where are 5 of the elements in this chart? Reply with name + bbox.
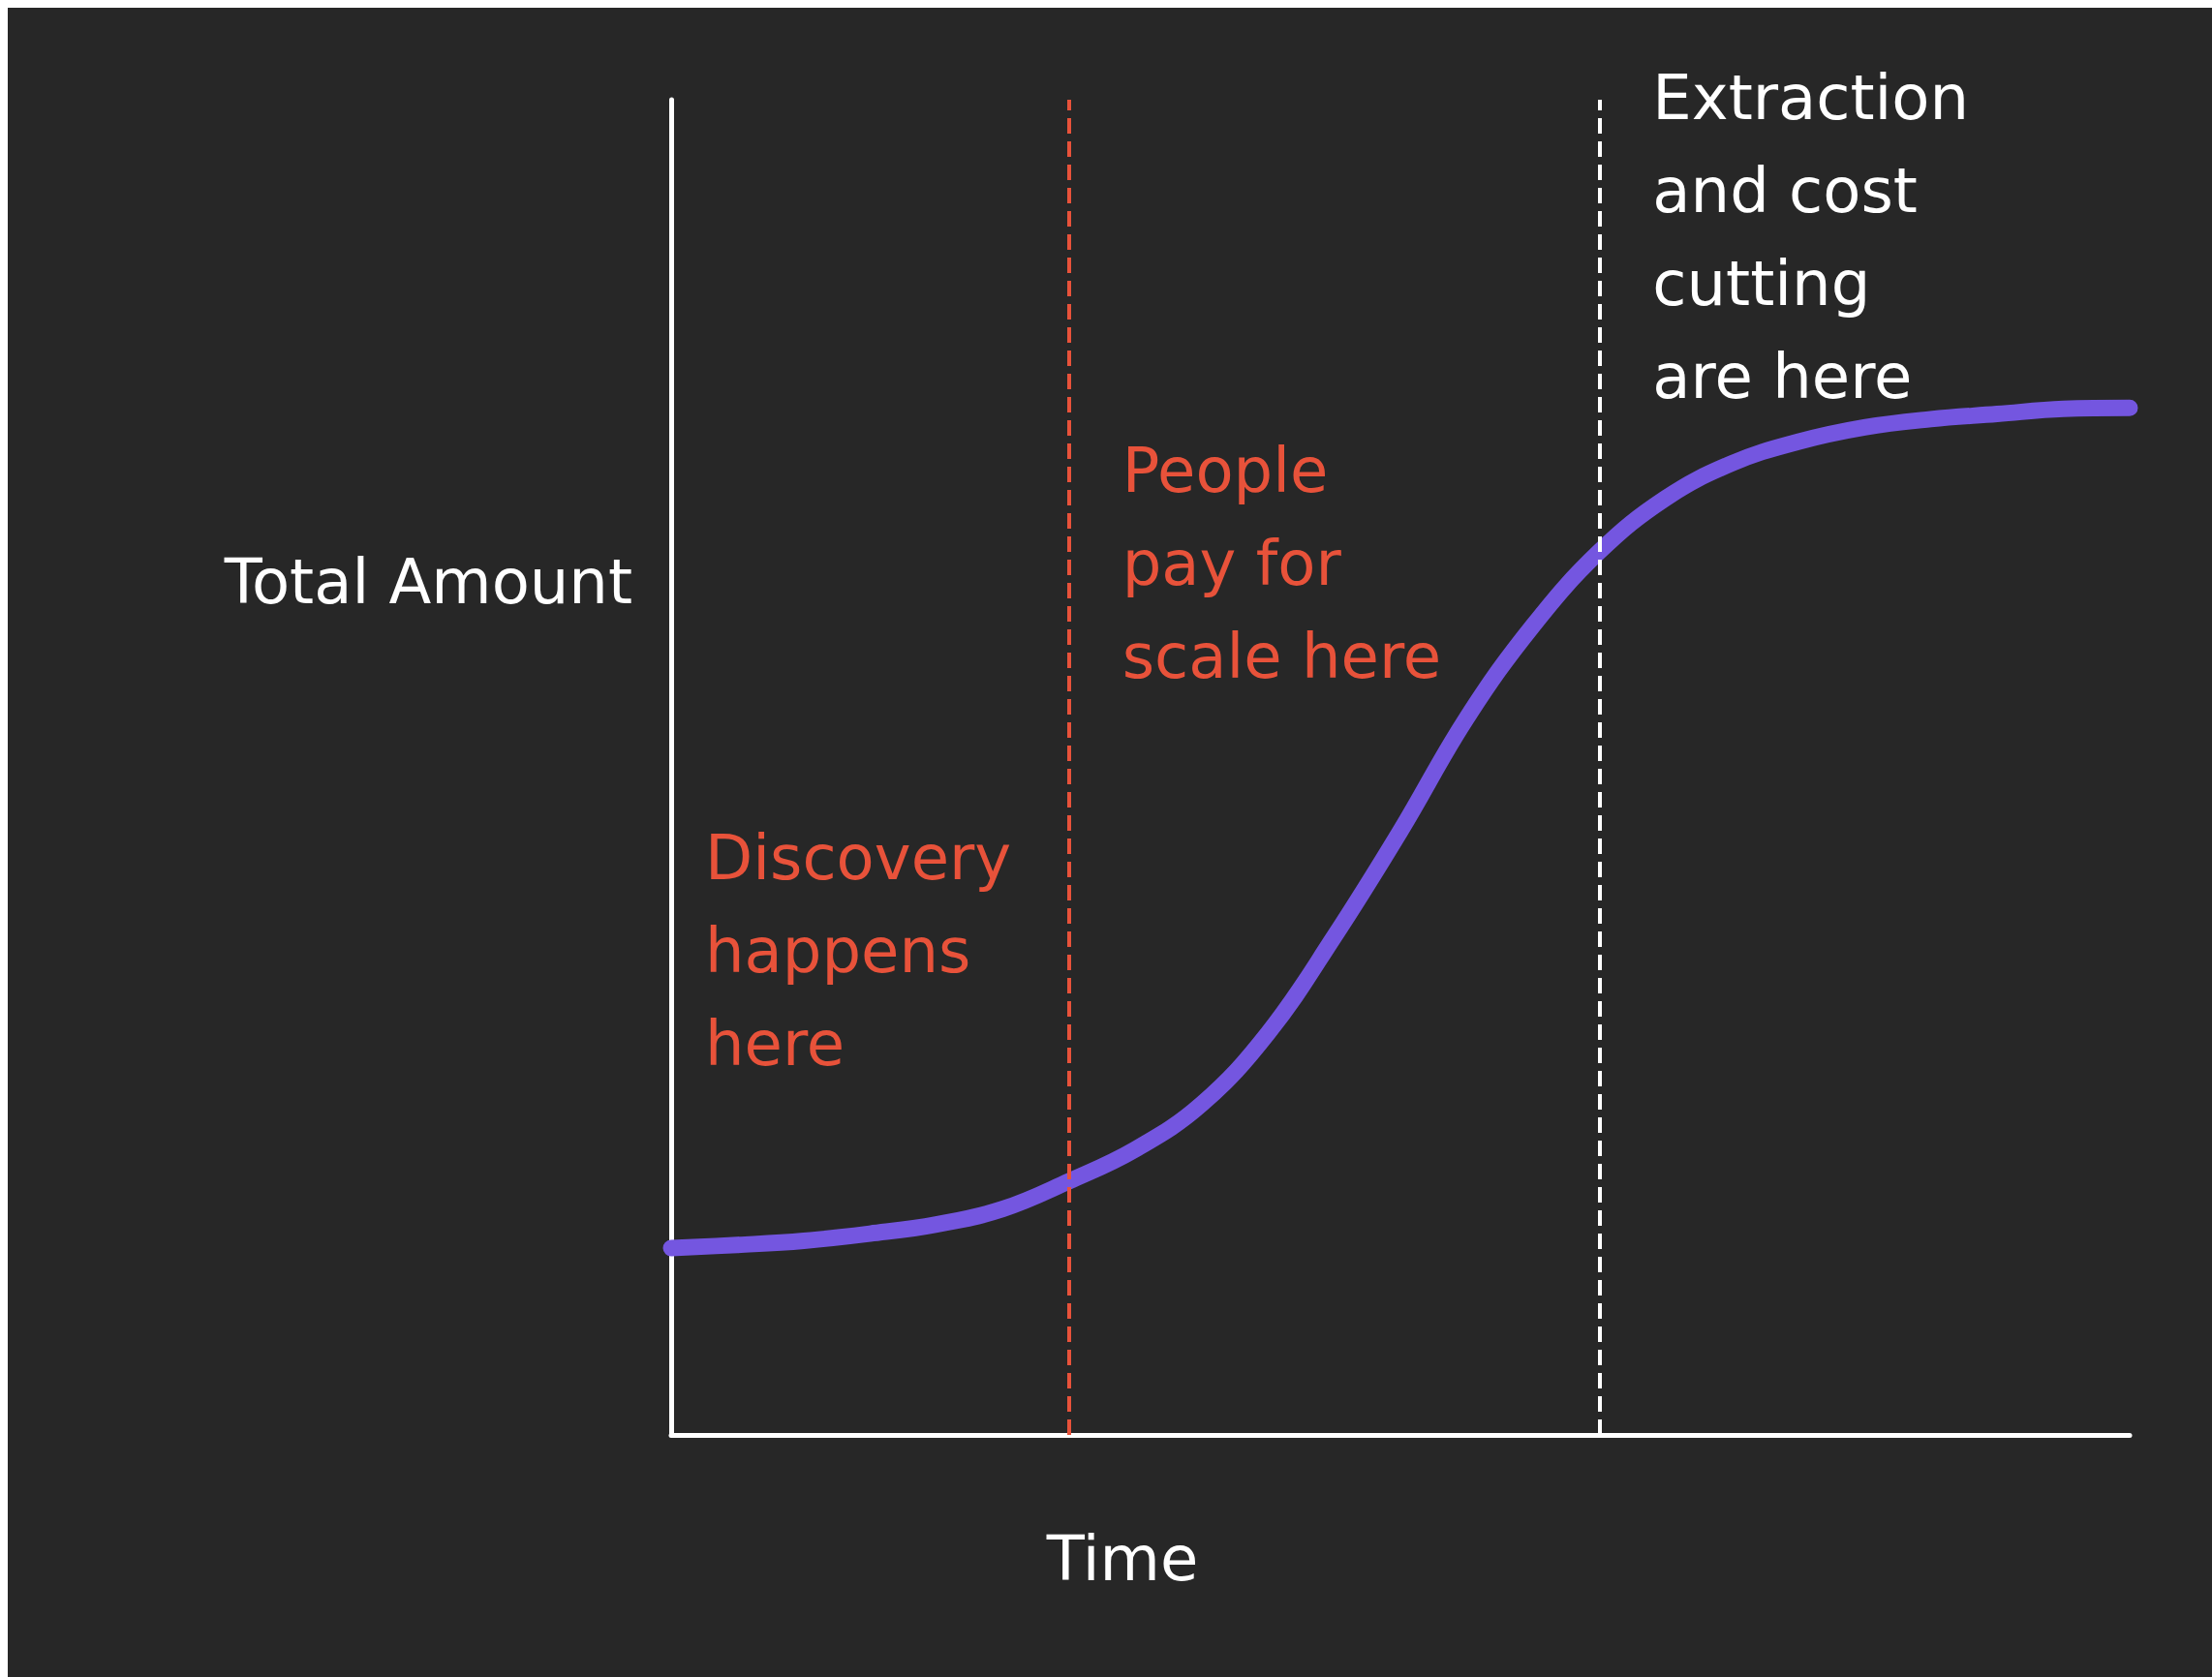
y-axis-title: Total Amount xyxy=(223,546,632,618)
x-axis-title: Time xyxy=(1045,1523,1199,1595)
annotation: Discovery happens here xyxy=(705,822,1031,1080)
annotation: Extraction and cost cutting are here xyxy=(1652,62,1989,412)
annotation: People pay for scale here xyxy=(1121,435,1442,692)
